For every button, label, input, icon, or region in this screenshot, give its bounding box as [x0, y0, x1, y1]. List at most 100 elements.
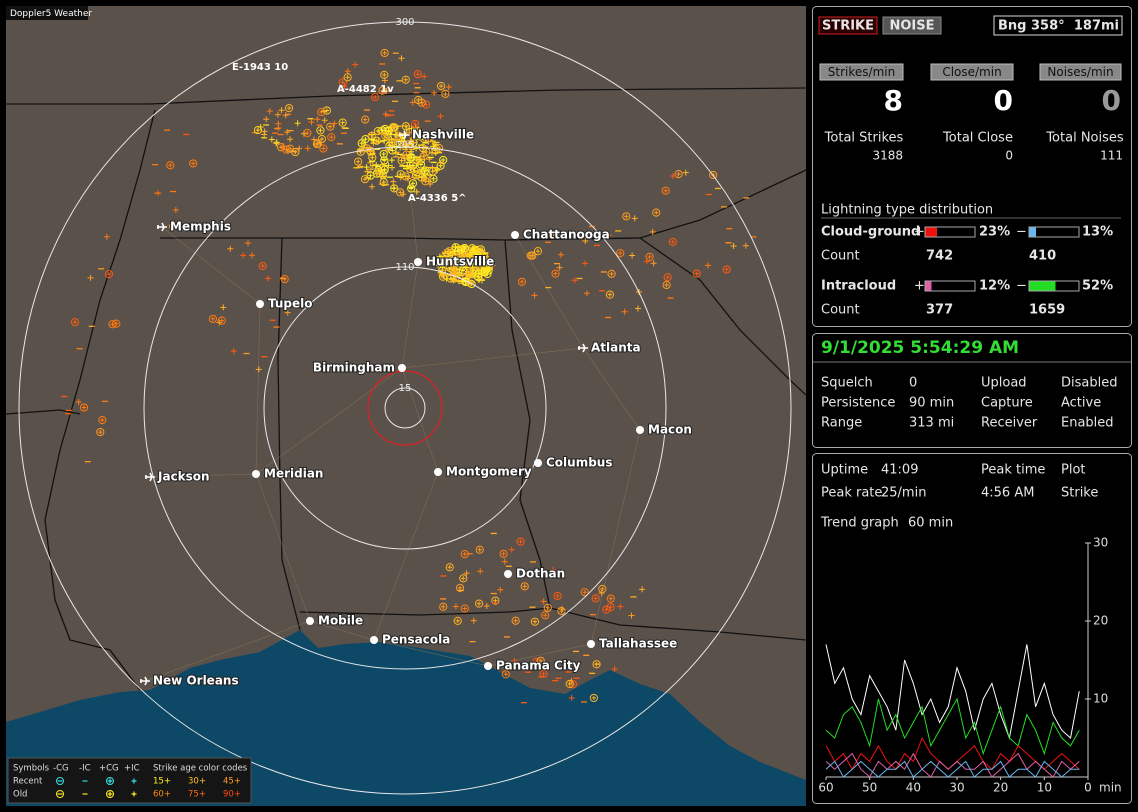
strike-symbol — [607, 269, 616, 278]
strike-symbol — [327, 133, 336, 142]
strike-symbol — [274, 111, 281, 118]
strike-symbol — [616, 249, 625, 258]
strike-symbol — [541, 671, 546, 677]
strike-symbol — [460, 254, 467, 261]
strike-symbol — [370, 137, 377, 144]
strike-symbol — [329, 134, 334, 140]
strike-symbol — [286, 105, 292, 111]
strike-symbol — [565, 679, 574, 688]
strike-symbol — [380, 70, 389, 79]
tab-button[interactable] — [882, 16, 942, 35]
city-dot — [370, 636, 378, 644]
strike-symbol — [255, 366, 262, 373]
strike-symbol — [497, 586, 504, 593]
x-tick-label: 10 — [1037, 781, 1052, 795]
city-dot — [434, 468, 442, 476]
strike-symbol — [605, 290, 615, 299]
strike-symbol — [326, 122, 335, 131]
strike-symbol — [470, 245, 479, 255]
strike-symbol — [591, 695, 597, 701]
strike-symbol — [407, 184, 416, 193]
strike-symbol — [398, 172, 403, 177]
strike-symbol — [705, 262, 712, 269]
pct-bar-track — [924, 226, 976, 238]
map — [6, 6, 806, 806]
strike-symbol — [674, 170, 683, 179]
strike-symbol — [475, 274, 481, 280]
status-label: Capture — [981, 396, 1033, 411]
status-value: 313 mi — [909, 416, 954, 431]
strike-symbol — [643, 258, 650, 265]
stat-text: 25/min — [881, 486, 926, 501]
city-dot — [504, 570, 512, 578]
strike-symbol — [276, 143, 286, 152]
strike-symbol — [382, 158, 387, 163]
strike-symbol — [445, 247, 454, 256]
strike-symbol — [419, 152, 428, 161]
strike-symbol — [501, 551, 506, 557]
pct-bar-track — [924, 280, 976, 292]
age-code: 30+ — [188, 777, 206, 787]
strike-symbol — [453, 244, 458, 250]
legend-symbol — [131, 778, 137, 784]
strike-symbol — [438, 83, 444, 89]
strike-symbol — [592, 660, 601, 669]
strike-symbol — [363, 164, 370, 171]
x-unit: min — [1099, 781, 1122, 795]
strike-symbol — [568, 695, 575, 702]
strike-symbol — [469, 256, 476, 263]
strike-symbol — [511, 616, 520, 625]
strike-symbol — [81, 405, 87, 410]
strike-symbol — [210, 316, 216, 322]
range-label: 110 — [395, 262, 414, 273]
strike-symbol — [482, 269, 487, 275]
strike-symbol — [419, 175, 424, 180]
strike-symbol — [380, 48, 389, 58]
strike-symbol — [583, 290, 590, 297]
strike-symbol — [304, 145, 311, 152]
strike-symbol — [406, 129, 413, 136]
tab-button[interactable] — [818, 16, 878, 35]
strike-symbol — [451, 264, 458, 271]
city-label: Panama City — [496, 659, 581, 673]
strike-symbol — [540, 598, 547, 605]
strike-symbol — [431, 176, 436, 181]
strike-symbol — [607, 292, 613, 297]
pct-bar — [1029, 227, 1036, 237]
strike-symbol — [459, 574, 468, 583]
strike-symbol — [437, 113, 444, 120]
count-value: 1659 — [1029, 303, 1065, 318]
strike-symbol — [361, 115, 370, 124]
strike-symbol — [296, 145, 303, 152]
strike-symbol — [645, 252, 654, 261]
strike-symbol — [373, 126, 382, 136]
strike-symbol — [420, 167, 429, 177]
strike-symbol — [629, 252, 636, 259]
bearing-box — [993, 15, 1123, 36]
strike-symbol — [536, 656, 545, 665]
strike-symbol — [415, 72, 421, 77]
strike-symbol — [447, 565, 452, 570]
strike-symbol — [692, 269, 701, 278]
y-tick-label: 10 — [1093, 692, 1108, 706]
strike-symbol — [319, 136, 325, 142]
strike-symbol — [340, 80, 346, 85]
strike-symbol — [618, 250, 623, 256]
strike-symbol — [534, 659, 539, 665]
strike-symbol — [409, 136, 416, 143]
strike-symbol — [278, 107, 285, 114]
strike-symbol — [450, 276, 457, 283]
strike-symbol — [287, 136, 293, 143]
strike-symbol — [208, 314, 218, 324]
airport-icon — [145, 472, 155, 482]
strike-symbol — [517, 277, 527, 287]
counter-label-box — [930, 63, 1014, 81]
strike-symbol — [475, 545, 484, 554]
strike-symbol — [413, 188, 420, 195]
strike-symbol — [535, 248, 541, 254]
map-title: Doppler5 Weather — [10, 9, 92, 19]
strike-symbol — [624, 214, 629, 219]
count-label: Count — [821, 303, 860, 318]
status-label: Receiver — [981, 416, 1038, 431]
